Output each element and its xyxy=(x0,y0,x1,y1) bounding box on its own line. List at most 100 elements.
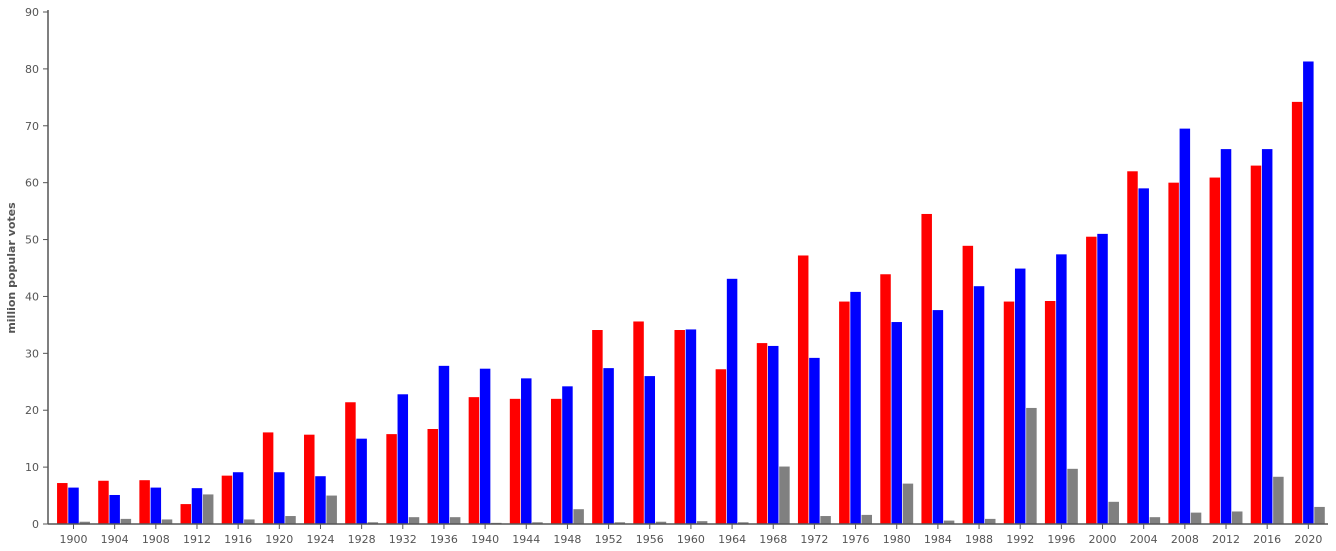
bar-1916-series-2 xyxy=(232,472,244,524)
bar-1972-series-2 xyxy=(809,357,820,524)
x-tick-label: 1932 xyxy=(389,533,417,546)
bar-2004-series-1 xyxy=(1127,171,1138,525)
bar-1984-series-2 xyxy=(932,310,944,524)
bar-1904-series-3 xyxy=(120,518,132,524)
bar-1900-series-1 xyxy=(57,483,68,524)
y-tick-label: 50 xyxy=(25,234,39,247)
bar-2000-series-2 xyxy=(1097,233,1108,524)
x-tick-label: 2008 xyxy=(1171,533,1199,546)
x-tick-label: 1960 xyxy=(677,533,705,546)
bar-1936-series-1 xyxy=(427,429,438,524)
bar-1944-series-1 xyxy=(509,398,521,524)
bar-1964-series-1 xyxy=(715,369,727,524)
bar-1912-series-3 xyxy=(202,494,214,524)
bar-1924-series-3 xyxy=(326,495,337,524)
bar-1960-series-3 xyxy=(696,521,708,524)
bar-2020-series-2 xyxy=(1303,61,1314,525)
bar-1992-series-3 xyxy=(1026,407,1037,524)
bar-2008-series-1 xyxy=(1168,182,1179,525)
bar-1908-series-3 xyxy=(161,519,173,524)
bar-1952-series-1 xyxy=(592,330,603,524)
x-tick-label: 1948 xyxy=(553,533,581,546)
bar-1980-series-3 xyxy=(902,483,914,524)
bar-1928-series-3 xyxy=(367,522,379,524)
y-tick-label: 90 xyxy=(25,6,39,19)
bar-2000-series-3 xyxy=(1108,501,1119,524)
bar-2016-series-1 xyxy=(1250,165,1262,524)
bar-1968-series-3 xyxy=(779,466,790,524)
x-tick-label: 1976 xyxy=(842,533,870,546)
bar-1976-series-3 xyxy=(861,514,873,524)
bar-1988-series-2 xyxy=(973,286,985,524)
x-tick-label: 1924 xyxy=(306,533,334,546)
bar-1932-series-2 xyxy=(397,394,409,524)
bar-1904-series-2 xyxy=(109,494,120,524)
bar-1968-series-2 xyxy=(767,345,779,524)
bar-2016-series-2 xyxy=(1261,149,1273,524)
bar-2008-series-3 xyxy=(1190,512,1202,524)
bar-1940-series-2 xyxy=(479,368,491,524)
axes-layer: 0 10 20 30 40 50 60 70 80 90 1900 1904 1908 1912 1916 1… xyxy=(25,6,1328,546)
bar-1956-series-2 xyxy=(644,376,656,524)
bar-1900-series-2 xyxy=(68,487,79,524)
bar-1976-series-1 xyxy=(839,301,850,524)
x-tick-label: 1904 xyxy=(101,533,129,546)
bar-1984-series-1 xyxy=(921,213,932,524)
bar-1976-series-2 xyxy=(850,291,861,524)
y-tick-label: 70 xyxy=(25,120,39,133)
bar-1972-series-1 xyxy=(797,255,809,525)
y-tick-label: 60 xyxy=(25,177,39,190)
bar-1992-series-2 xyxy=(1014,268,1026,524)
x-tick-label: 1952 xyxy=(595,533,623,546)
bar-1932-series-1 xyxy=(386,434,397,524)
x-tick-label: 1964 xyxy=(718,533,746,546)
bar-2012-series-2 xyxy=(1220,149,1232,524)
bar-1944-series-3 xyxy=(532,522,543,524)
bar-1980-series-1 xyxy=(880,274,891,524)
bar-1924-series-1 xyxy=(304,434,315,524)
bar-1936-series-2 xyxy=(438,365,450,524)
x-tick-label: 2000 xyxy=(1089,533,1117,546)
x-tick-label: 1916 xyxy=(224,533,252,546)
bar-1960-series-1 xyxy=(674,330,685,524)
x-tick-label: 1928 xyxy=(348,533,376,546)
x-tick-label: 1944 xyxy=(512,533,540,546)
bar-2004-series-3 xyxy=(1149,517,1161,524)
y-tick-label: 40 xyxy=(25,290,39,303)
bar-1996-series-2 xyxy=(1056,254,1067,524)
x-tick-label: 1980 xyxy=(883,533,911,546)
bar-1936-series-3 xyxy=(449,517,461,524)
y-axis-title: million popular votes xyxy=(5,202,18,334)
bar-1908-series-1 xyxy=(139,480,150,524)
y-tick-label: 0 xyxy=(32,518,39,531)
bars-layer xyxy=(57,61,1325,525)
x-tick-label: 1900 xyxy=(60,533,88,546)
y-tick-label: 80 xyxy=(25,63,39,76)
y-tick-label: 10 xyxy=(25,461,39,474)
x-tick-label: 1968 xyxy=(759,533,787,546)
bar-1912-series-1 xyxy=(180,504,192,524)
bar-1928-series-1 xyxy=(345,402,356,524)
bar-1904-series-1 xyxy=(98,480,109,524)
bar-1924-series-2 xyxy=(315,476,326,524)
x-tick-label: 1972 xyxy=(800,533,828,546)
bar-1968-series-1 xyxy=(756,343,768,524)
bar-1944-series-2 xyxy=(521,378,532,524)
x-tick-label: 2004 xyxy=(1130,533,1158,546)
bar-1964-series-3 xyxy=(738,522,749,524)
x-tick-label: 2016 xyxy=(1253,533,1281,546)
bar-1960-series-2 xyxy=(685,329,697,524)
bar-2020-series-3 xyxy=(1314,506,1325,524)
bar-1916-series-1 xyxy=(221,475,233,524)
bar-1932-series-3 xyxy=(408,517,420,524)
x-tick-label: 2020 xyxy=(1294,533,1322,546)
bar-2004-series-2 xyxy=(1138,188,1149,525)
bar-1964-series-2 xyxy=(726,278,738,524)
bar-1952-series-2 xyxy=(603,368,614,524)
bar-1984-series-3 xyxy=(943,520,955,524)
bar-1948-series-1 xyxy=(550,398,562,524)
bar-1948-series-3 xyxy=(573,509,584,524)
x-tick-label: 1940 xyxy=(471,533,499,546)
bar-1980-series-2 xyxy=(891,322,902,524)
x-tick-label: 1908 xyxy=(142,533,170,546)
